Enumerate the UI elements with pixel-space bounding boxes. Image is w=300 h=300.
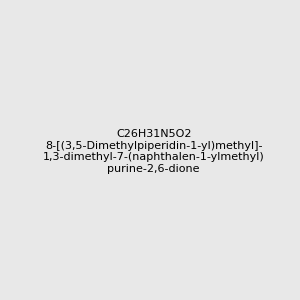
Text: C26H31N5O2
8-[(3,5-Dimethylpiperidin-1-yl)methyl]-
1,3-dimethyl-7-(naphthalen-1-: C26H31N5O2 8-[(3,5-Dimethylpiperidin-1-y… [43, 129, 265, 174]
